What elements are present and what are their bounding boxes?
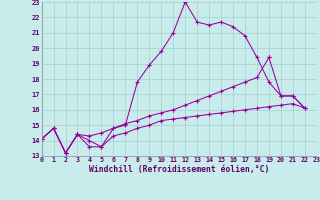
X-axis label: Windchill (Refroidissement éolien,°C): Windchill (Refroidissement éolien,°C): [89, 165, 269, 174]
